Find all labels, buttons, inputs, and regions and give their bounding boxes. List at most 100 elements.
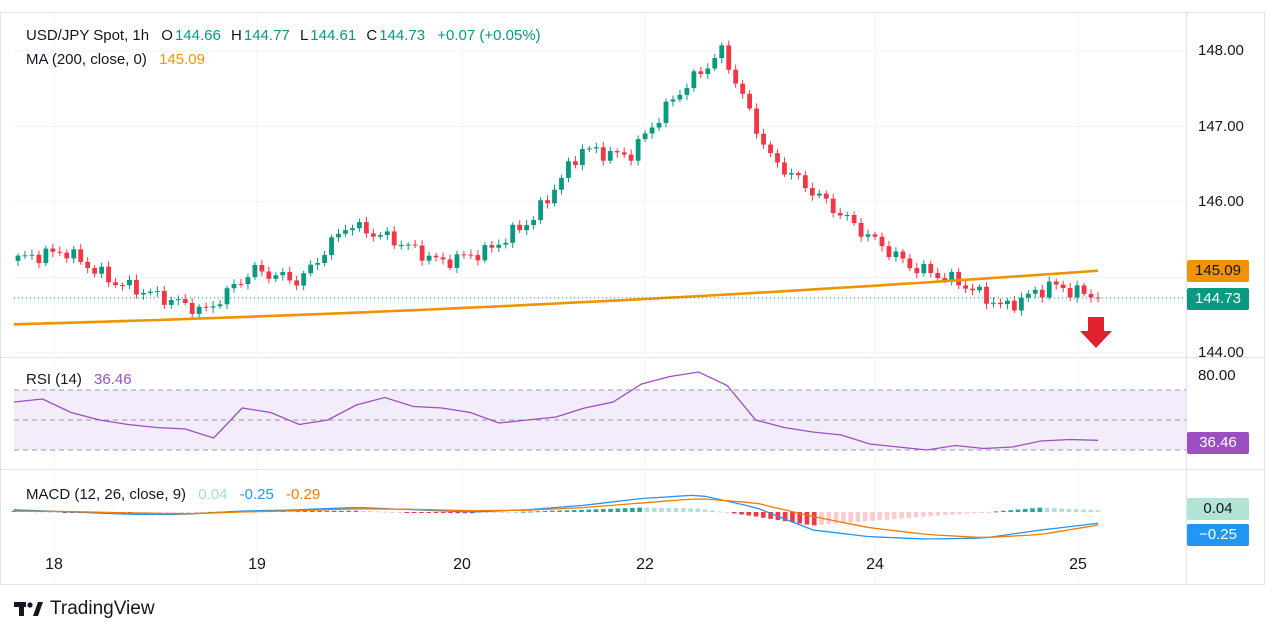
candle-body (907, 258, 913, 269)
candle-body (363, 222, 369, 234)
candle-body (1011, 300, 1017, 311)
candle-body (600, 147, 606, 161)
macd-hist-bar (171, 512, 177, 513)
macd-hist-bar (739, 512, 744, 515)
macd-hist-bar (826, 512, 832, 525)
price-tick-148: 148.00 (1198, 42, 1244, 59)
macd-hist-bar (702, 509, 708, 512)
candle-body (837, 212, 843, 216)
candle-body (238, 283, 244, 285)
macd-hist-bar (790, 512, 795, 523)
macd-hist-bar (964, 512, 970, 514)
ma-label: MA (200, close, 0) (26, 51, 147, 68)
macd-hist-bar (571, 510, 577, 512)
macd-hist-bar (295, 511, 301, 513)
candle-body (886, 246, 892, 258)
candle-body (503, 242, 509, 245)
candle-body (447, 259, 453, 268)
macd-hist-bar (157, 512, 162, 513)
price-tick-147: 147.00 (1198, 118, 1244, 135)
rsi-legend: RSI (14) 36.46 (26, 371, 134, 388)
candle-body (642, 133, 648, 140)
candle-body (754, 108, 759, 134)
macd-hist-bar (550, 510, 555, 512)
macd-hist-bar (942, 512, 948, 516)
macd-hist-bar (630, 507, 635, 512)
macd-hist-bar (455, 512, 461, 514)
candle-body (586, 148, 592, 150)
macd-hist-bar (695, 508, 701, 512)
candle-body (795, 173, 801, 176)
candle-body (461, 254, 467, 256)
candle-body (712, 58, 718, 69)
macd-hist-bar (608, 508, 613, 512)
macd-hist-bar (833, 512, 839, 524)
macd-hist-bar (462, 512, 468, 514)
candle-body (726, 45, 732, 70)
macd-hist-bar (484, 512, 490, 513)
rsi-value: 36.46 (94, 371, 132, 388)
price-tick-146: 146.00 (1198, 193, 1244, 210)
macd-hist-bar (368, 511, 373, 513)
candle-body (99, 266, 105, 274)
ma-legend: MA (200, close, 0) 145.09 (26, 51, 207, 68)
candle-body (531, 220, 537, 226)
macd-line-value: -0.25 (239, 486, 274, 503)
candle-body (963, 285, 969, 289)
candle-body (684, 88, 690, 95)
macd-hist-bar (1095, 510, 1101, 512)
candle-body (865, 234, 871, 237)
candle-body (740, 83, 746, 94)
candle-body (489, 245, 495, 248)
candle-body (168, 300, 174, 305)
macd-hist-bar (375, 511, 381, 513)
macd-hist-bar (317, 510, 322, 512)
candle-body (370, 233, 376, 237)
macd-hist-bar (600, 509, 606, 512)
candle-body (998, 302, 1003, 305)
macd-hist-bar (557, 510, 562, 512)
candle-body (579, 149, 585, 166)
macd-hist-bar (397, 512, 402, 513)
close-label: C (366, 27, 378, 44)
macd-hist-bar (433, 512, 439, 513)
candle-body (593, 147, 599, 149)
candle-body (175, 299, 181, 301)
macd-signal-line (13, 498, 1099, 538)
tradingview-brand[interactable]: TradingView (14, 598, 155, 620)
macd-hist-bar (520, 511, 526, 513)
x-tick-19: 19 (248, 556, 266, 573)
macd-hist-bar (862, 512, 868, 522)
macd-hist-bar (382, 511, 388, 513)
candle-body (294, 280, 300, 286)
macd-hist-bar (615, 508, 621, 512)
macd-hist-bar (331, 510, 337, 512)
candle-body (64, 252, 70, 259)
rsi-line (13, 371, 1099, 451)
macd-hist-bar (48, 511, 53, 513)
macd-hist-bar (761, 512, 766, 518)
macd-hist-bar (950, 512, 955, 515)
macd-hist-bar (651, 507, 657, 512)
candle-body (189, 302, 195, 314)
candle-body (816, 193, 822, 196)
x-tick-20: 20 (453, 556, 471, 573)
macd-hist-bar (179, 512, 184, 513)
candle-body (670, 99, 676, 102)
macd-hist-bar (637, 507, 642, 512)
macd-hist-bar (448, 512, 453, 514)
candle-body (113, 282, 118, 286)
candle-body (782, 162, 787, 175)
candle-body (1005, 300, 1010, 305)
macd-hist-bar (921, 512, 926, 517)
candle-body (621, 152, 627, 155)
candle-body (287, 272, 293, 281)
candle-body (322, 255, 327, 264)
macd-hist-bar (528, 511, 533, 513)
macd-label: MACD (12, 26, close, 9) (26, 486, 187, 503)
candle-body (802, 175, 808, 189)
macd-hist-bar (499, 512, 504, 513)
candle-body (273, 275, 279, 279)
candle-body (36, 254, 42, 264)
